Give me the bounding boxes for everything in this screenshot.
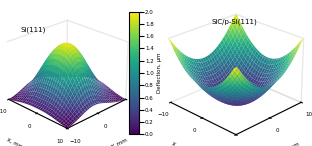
- Title: SiC/p-Si(111): SiC/p-Si(111): [211, 19, 257, 25]
- X-axis label: X, mm: X, mm: [171, 142, 190, 146]
- Y-axis label: Y, mm: Y, mm: [282, 142, 301, 146]
- Title: Si(111): Si(111): [20, 26, 46, 33]
- X-axis label: X, mm: X, mm: [6, 137, 24, 146]
- Y-axis label: Deflection, μm: Deflection, μm: [157, 53, 162, 93]
- Y-axis label: Y, mm: Y, mm: [110, 137, 129, 146]
